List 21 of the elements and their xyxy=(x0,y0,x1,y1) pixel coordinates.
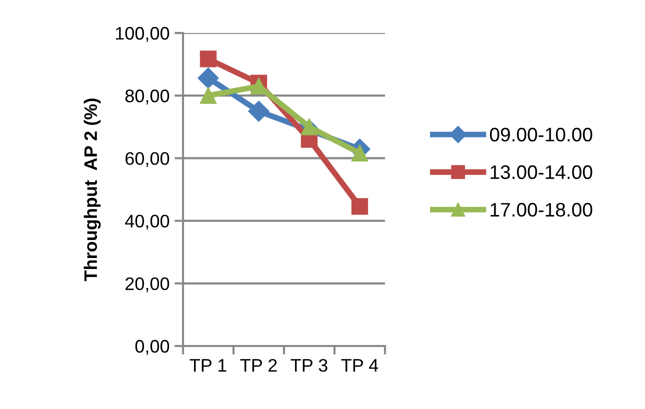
x-tick-label: TP 3 xyxy=(290,358,328,372)
y-tick-label: 60,00 xyxy=(126,152,170,168)
point xyxy=(198,68,219,89)
point xyxy=(300,118,318,136)
legend-label: 13.00-14.00 xyxy=(490,165,592,180)
x-tick-label: TP 1 xyxy=(190,359,226,372)
point xyxy=(200,87,217,104)
y-tick-label: 0,00 xyxy=(135,340,170,355)
point xyxy=(351,144,368,162)
y-axis-title: Throughput AP 2 (%) xyxy=(84,98,101,282)
x-tick-label: TP 2 xyxy=(240,358,277,372)
y-tick-label: 100,00 xyxy=(116,26,170,42)
y-tick-label: 80,00 xyxy=(125,90,170,104)
x-tick-label: TP 4 xyxy=(341,359,378,372)
legend-label: 09.00-10.00 xyxy=(490,128,592,142)
y-tick-label: 20,00 xyxy=(126,277,170,292)
point xyxy=(200,50,217,68)
point xyxy=(248,100,270,122)
legend-label: 17.00-18.00 xyxy=(490,202,592,217)
point xyxy=(351,198,368,215)
y-tick-label: 40,00 xyxy=(125,214,170,230)
